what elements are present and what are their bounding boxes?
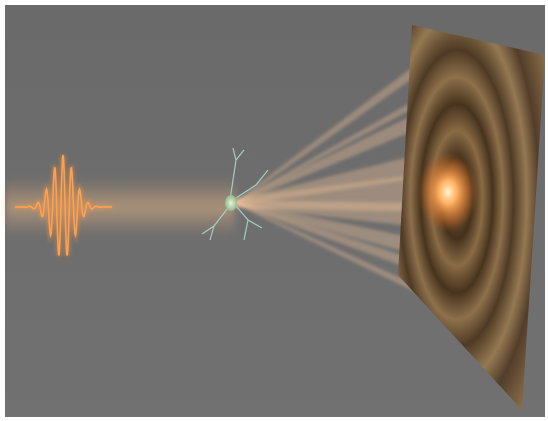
scattered-rays <box>235 54 440 304</box>
ray <box>235 54 430 205</box>
detector-screen <box>398 25 545 410</box>
screen-panel <box>398 25 545 410</box>
dendrite <box>201 207 229 241</box>
dendrite <box>235 205 263 241</box>
ray <box>235 201 410 253</box>
diffraction-spot <box>418 152 478 232</box>
wave-line <box>15 154 112 256</box>
dendrite <box>235 169 269 199</box>
dendrite <box>229 147 245 201</box>
screen-shade <box>398 25 545 410</box>
ray <box>235 112 420 205</box>
ray <box>235 201 430 276</box>
ray <box>235 86 440 204</box>
ray <box>235 202 440 304</box>
neuron <box>201 147 269 241</box>
soma <box>225 195 237 211</box>
ray <box>235 200 420 227</box>
wave-packet <box>15 154 112 257</box>
